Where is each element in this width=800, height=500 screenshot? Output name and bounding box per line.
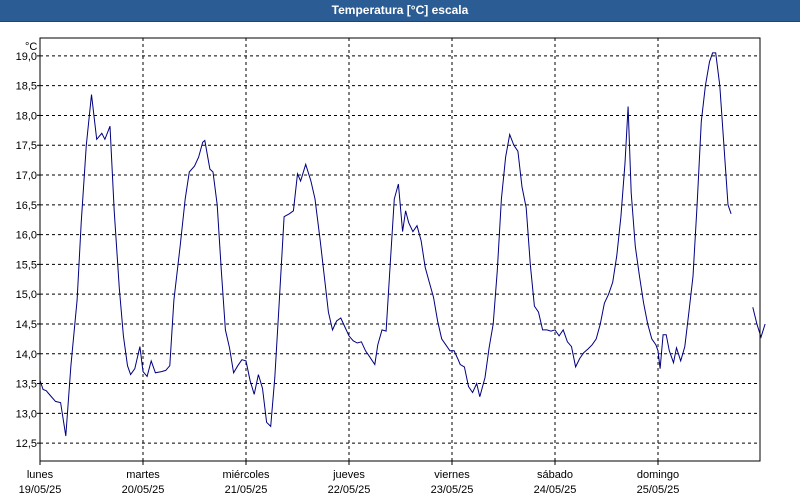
- x-day-name: sábado: [537, 469, 573, 481]
- y-tick-label: 12,5: [16, 438, 37, 450]
- y-tick-label: 14,0: [16, 349, 37, 361]
- y-tick-label: 16,0: [16, 230, 37, 242]
- x-day-name: lunes: [27, 469, 54, 481]
- x-day-date: 25/05/25: [637, 484, 680, 496]
- x-day-date: 22/05/25: [328, 484, 371, 496]
- x-day-name: miércoles: [222, 469, 270, 481]
- chart-background: [0, 22, 800, 500]
- grid: [40, 38, 760, 461]
- temperature-chart: 12,5 13,0 13,5 14,0 14,5 15,0 15,5 16,0 16,5 17,0…: [0, 22, 800, 500]
- x-day-name: martes: [126, 469, 160, 481]
- y-tick-label: 18,5: [16, 81, 37, 93]
- y-tick-label: 17,5: [16, 140, 37, 152]
- y-axis: 12,5 13,0 13,5 14,0 14,5 15,0 15,5 16,0 16,5 17,0…: [16, 51, 40, 450]
- x-day-name: viernes: [434, 469, 470, 481]
- y-tick-label: 18,0: [16, 110, 37, 122]
- window-title: Temperatura [°C] escala: [331, 3, 469, 17]
- x-day-date: 21/05/25: [225, 484, 268, 496]
- plot-frame: [39, 37, 761, 462]
- y-tick-label: 16,5: [16, 200, 37, 212]
- y-tick-label: 14,5: [16, 319, 37, 331]
- x-day-date: 19/05/25: [19, 484, 62, 496]
- x-day-name: jueves: [332, 469, 365, 481]
- y-unit-label: °C: [25, 41, 37, 53]
- y-tick-label: 15,5: [16, 259, 37, 271]
- x-day-name: domingo: [637, 469, 679, 481]
- x-day-date: 24/05/25: [534, 484, 577, 496]
- title-bar: Temperatura [°C] escala: [0, 0, 800, 22]
- x-day-date: 20/05/25: [122, 484, 165, 496]
- x-axis: lunes 19/05/25 martes 20/05/25 miércoles 21/0…: [19, 461, 680, 496]
- plot-area: [39, 52, 766, 437]
- y-tick-label: 17,0: [16, 170, 37, 182]
- y-tick-label: 13,0: [16, 408, 37, 420]
- y-tick-label: 19,0: [16, 51, 37, 63]
- y-tick-label: 13,5: [16, 379, 37, 391]
- y-tick-label: 15,0: [16, 289, 37, 301]
- temperature-series-line: [752, 307, 766, 339]
- x-day-date: 23/05/25: [431, 484, 474, 496]
- temperature-series-line: [39, 52, 732, 437]
